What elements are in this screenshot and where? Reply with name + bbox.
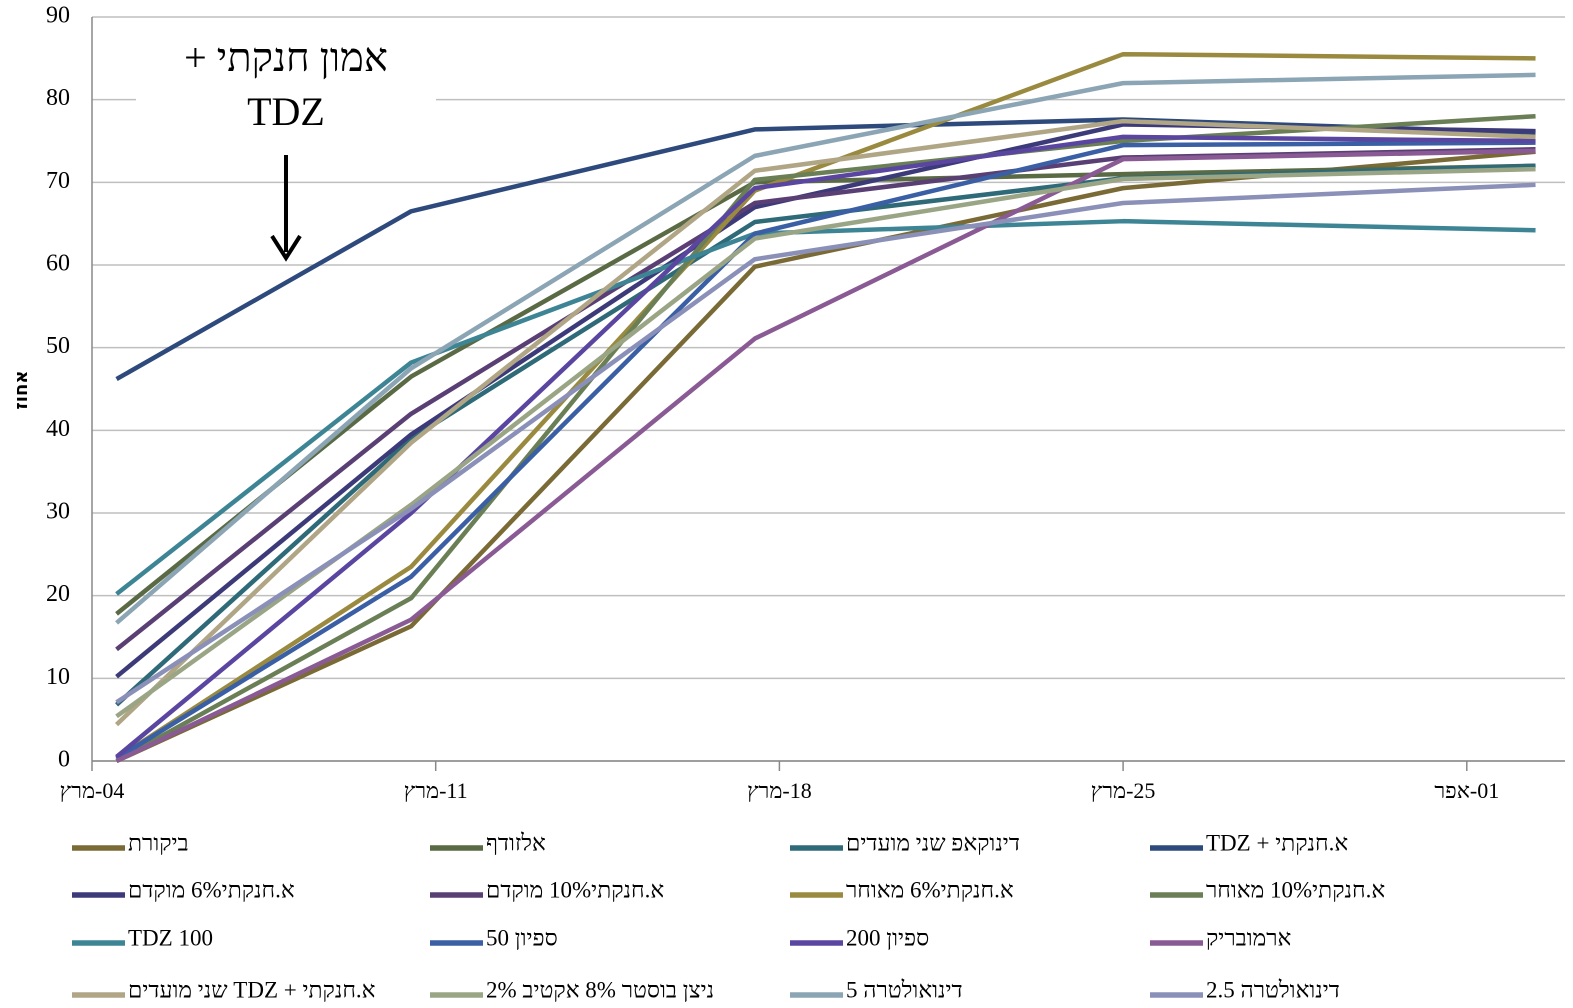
y-tick-label: 20 [46, 581, 70, 607]
legend-label: א.חנקתי + TDZ [1206, 830, 1348, 855]
series-line [115, 218, 1536, 596]
y-tick-label: 0 [58, 747, 70, 773]
x-tick-label: 01-אפר [1434, 778, 1499, 803]
legend-label: ספיון 50 [486, 925, 558, 950]
series-line [115, 182, 1536, 705]
y-tick-label: 70 [46, 168, 70, 194]
y-tick-label: 80 [46, 85, 70, 111]
legend-label: ביקורת [128, 830, 189, 855]
series-line [115, 148, 1536, 764]
series-line [114, 118, 1536, 727]
y-tick-label: 40 [46, 416, 70, 442]
legend-label: א.חנקתי10% מאוחר [1206, 877, 1385, 902]
series-line [115, 149, 1536, 764]
series-line [115, 122, 1536, 679]
legend-label: דינוקאפ שני מועדים [846, 830, 1020, 855]
annotation-arrowhead [270, 234, 302, 262]
series-line [115, 134, 1536, 759]
annotation: אמון חנקתי + [184, 35, 388, 80]
x-tick-label: 25-מרץ [1091, 778, 1156, 803]
series-line [115, 140, 1536, 761]
legend-label: TDZ 100 [128, 925, 213, 950]
x-tick-label: 11-מרץ [404, 778, 468, 803]
legend-label: א.חנקתי6% מאוחר [846, 877, 1014, 902]
legend-label: ניצן בוסטר 8% אקטיב 2% [486, 977, 714, 1002]
series-line [115, 113, 1536, 763]
legend-label: ארמובריק [1206, 925, 1291, 950]
legend-label: א.חנקתי10% מוקדם [486, 877, 664, 902]
legend-label: דינואולטרה 5 [846, 977, 963, 1002]
annotation-bg [136, 40, 436, 152]
legend-label: ספיון 200 [846, 925, 929, 950]
x-tick-label: 04-מרץ [60, 778, 125, 803]
series-line [115, 72, 1536, 625]
y-tick-label: 60 [46, 251, 70, 277]
y-tick-label: 30 [46, 499, 70, 525]
annotation: TDZ [247, 89, 325, 134]
y-tick-label: 10 [46, 664, 70, 690]
legend-label: א.חנקתי + TDZ שני מועדים [128, 977, 375, 1002]
y-axis-label: אחוז [11, 371, 32, 410]
series-line [115, 117, 1536, 382]
x-tick-label: 18-מרץ [747, 778, 812, 803]
legend-label: א.חנקתי6% מוקדם [128, 877, 295, 902]
y-tick-label: 50 [46, 333, 70, 359]
legend-label: אלזודף [486, 830, 546, 855]
legend-label: דינואולטרה 2.5 [1206, 977, 1340, 1002]
y-tick-label: 90 [46, 3, 70, 29]
